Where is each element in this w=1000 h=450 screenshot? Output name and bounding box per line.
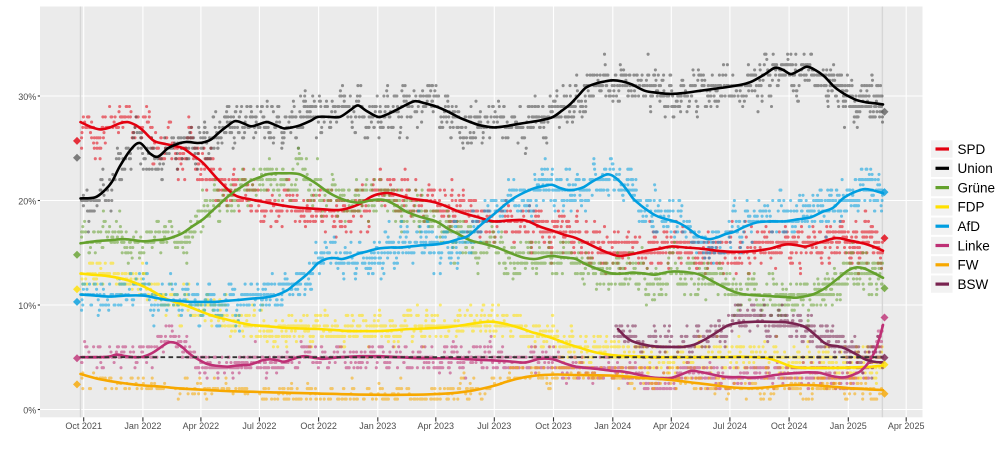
svg-text:AfD: AfD (958, 219, 981, 234)
svg-text:Jan 2023: Jan 2023 (359, 421, 396, 431)
svg-text:Oct 2021: Oct 2021 (65, 421, 102, 431)
svg-text:Union: Union (958, 161, 993, 176)
svg-text:Apr 2025: Apr 2025 (888, 421, 925, 431)
svg-text:Jan 2024: Jan 2024 (594, 421, 631, 431)
svg-text:Oct 2024: Oct 2024 (771, 421, 808, 431)
svg-text:20%: 20% (18, 196, 36, 206)
svg-text:FW: FW (958, 258, 979, 273)
svg-text:Jul 2024: Jul 2024 (713, 421, 747, 431)
svg-text:Apr 2023: Apr 2023 (418, 421, 455, 431)
svg-text:FDP: FDP (958, 200, 985, 215)
svg-text:0%: 0% (23, 405, 36, 415)
svg-text:Oct 2022: Oct 2022 (300, 421, 337, 431)
svg-text:Oct 2023: Oct 2023 (535, 421, 572, 431)
svg-text:Jul 2022: Jul 2022 (242, 421, 276, 431)
svg-text:Apr 2022: Apr 2022 (183, 421, 220, 431)
svg-text:30%: 30% (18, 92, 36, 102)
svg-text:Linke: Linke (958, 238, 990, 253)
svg-text:Apr 2024: Apr 2024 (653, 421, 690, 431)
svg-text:Jan 2025: Jan 2025 (830, 421, 867, 431)
svg-text:SPD: SPD (958, 142, 986, 157)
svg-text:Jan 2022: Jan 2022 (124, 421, 161, 431)
svg-text:BSW: BSW (958, 277, 989, 292)
svg-text:Grüne: Grüne (958, 180, 996, 195)
svg-text:Jul 2023: Jul 2023 (477, 421, 511, 431)
svg-text:10%: 10% (18, 301, 36, 311)
